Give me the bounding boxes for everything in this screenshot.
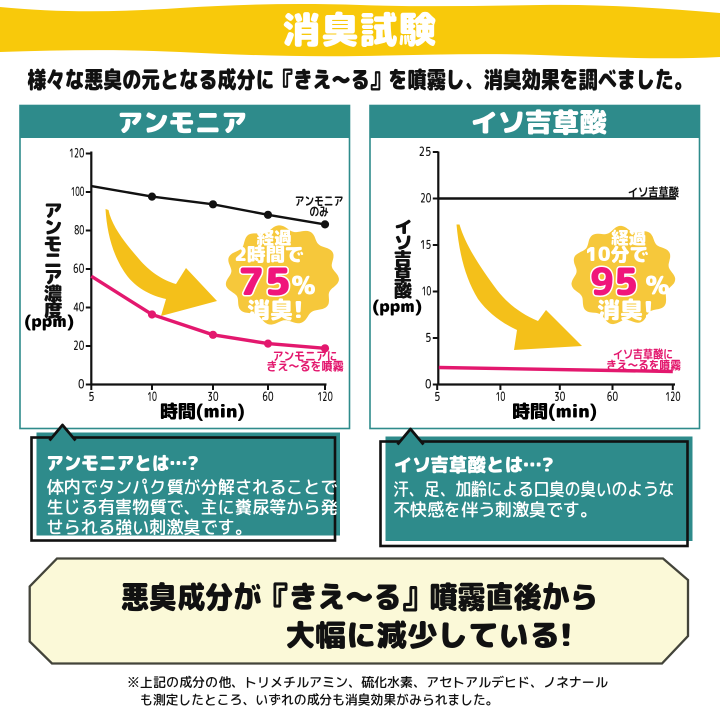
svg-text:25: 25 <box>419 143 431 161</box>
svg-text:120: 120 <box>69 146 85 163</box>
svg-text:消臭!: 消臭! <box>247 294 303 326</box>
svg-text:(ppm): (ppm) <box>24 310 74 333</box>
svg-text:消臭!: 消臭! <box>597 294 653 326</box>
svg-text:経過: 経過 <box>611 225 646 250</box>
svg-text:のみ: のみ <box>309 202 328 220</box>
svg-text:不快感を伴う刺激臭です。: 不快感を伴う刺激臭です。 <box>393 496 597 522</box>
svg-text:消臭試験: 消臭試験 <box>282 3 437 55</box>
svg-text:吉: 吉 <box>394 246 412 271</box>
svg-text:30: 30 <box>207 388 218 405</box>
svg-text:生じる有害物質で、主に糞尿等から発: 生じる有害物質で、主に糞尿等から発 <box>47 494 338 520</box>
svg-text:モ: モ <box>44 230 63 256</box>
svg-text:75: 75 <box>238 255 291 308</box>
svg-text:悪臭成分が『きえ〜る』噴霧直後から: 悪臭成分が『きえ〜る』噴霧直後から <box>121 575 598 618</box>
svg-text:ア: ア <box>44 197 63 223</box>
svg-text:汗、足、加齢による口臭の臭いのような: 汗、足、加齢による口臭の臭いのような <box>393 477 674 502</box>
svg-text:120: 120 <box>317 389 333 406</box>
svg-text:※上記の成分の他、トリメチルアミン、硫化水素、アセトアルデヒ: ※上記の成分の他、トリメチルアミン、硫化水素、アセトアルデヒド、ノネナール <box>127 674 608 692</box>
svg-text:60: 60 <box>607 388 618 405</box>
svg-text:10: 10 <box>147 389 157 406</box>
svg-text:時間(min): 時間(min) <box>160 399 246 424</box>
svg-text:アンモニア: アンモニア <box>295 192 344 210</box>
svg-text:20: 20 <box>420 190 431 207</box>
svg-text:60: 60 <box>73 260 84 277</box>
svg-text:(ppm): (ppm) <box>372 295 422 318</box>
svg-text:0: 0 <box>78 375 85 393</box>
svg-text:20: 20 <box>73 337 84 354</box>
svg-text:5: 5 <box>434 388 440 406</box>
svg-text:イ: イ <box>394 214 412 239</box>
svg-text:0: 0 <box>425 375 432 393</box>
svg-text:アンモニア: アンモニア <box>117 105 247 141</box>
svg-text:10: 10 <box>422 283 432 300</box>
svg-text:イソ吉草酸: イソ吉草酸 <box>470 103 607 141</box>
svg-text:も測定したところ、いずれの成分も消臭効果がみられました。: も測定したところ、いずれの成分も消臭効果がみられました。 <box>140 691 499 709</box>
svg-text:アンモニアに: アンモニアに <box>273 348 338 365</box>
svg-text:様々な悪臭の元となる成分に『きえ〜る』を噴霧し、消臭効果を調: 様々な悪臭の元となる成分に『きえ〜る』を噴霧し、消臭効果を調べました。 <box>27 63 693 96</box>
svg-text:10分で: 10分で <box>585 242 648 268</box>
svg-text:時間(min): 時間(min) <box>512 399 598 424</box>
svg-text:大幅に減少している!: 大幅に減少している! <box>285 613 573 656</box>
svg-text:イソ吉草酸: イソ吉草酸 <box>628 183 680 200</box>
svg-text:きえ〜るを噴霧: きえ〜るを噴霧 <box>266 357 344 375</box>
svg-text:2時間で: 2時間で <box>234 242 304 268</box>
svg-text:5: 5 <box>88 388 94 406</box>
svg-text:10: 10 <box>496 389 506 406</box>
svg-text:95: 95 <box>590 255 638 308</box>
svg-text:5: 5 <box>425 329 431 347</box>
svg-text:%: % <box>292 268 316 304</box>
svg-text:ソ: ソ <box>394 230 412 255</box>
svg-text:30: 30 <box>554 388 565 405</box>
svg-text:15: 15 <box>420 236 431 253</box>
svg-text:ア: ア <box>44 264 63 290</box>
svg-text:イソ吉草酸とは…?: イソ吉草酸とは…? <box>394 452 554 478</box>
svg-text:体内でタンパク質が分解されることで: 体内でタンパク質が分解されることで <box>47 474 338 500</box>
svg-text:せられる強い刺激臭です。: せられる強い刺激臭です。 <box>47 514 253 540</box>
svg-text:100: 100 <box>71 184 85 201</box>
svg-text:濃: 濃 <box>44 280 63 306</box>
svg-text:ン: ン <box>44 214 63 240</box>
svg-text:80: 80 <box>74 222 84 239</box>
svg-text:%: % <box>646 268 670 304</box>
svg-text:ニ: ニ <box>44 247 63 273</box>
svg-text:きえ〜るを噴霧: きえ〜るを噴霧 <box>606 357 681 374</box>
svg-text:60: 60 <box>262 388 273 405</box>
svg-text:経過: 経過 <box>257 225 292 250</box>
svg-text:40: 40 <box>73 299 84 316</box>
svg-text:アンモニアとは…?: アンモニアとは…? <box>46 449 199 476</box>
svg-text:酸: 酸 <box>394 278 412 303</box>
svg-text:度: 度 <box>44 297 63 323</box>
svg-text:120: 120 <box>665 389 681 406</box>
svg-text:草: 草 <box>394 262 412 287</box>
svg-text:イソ吉草酸に: イソ吉草酸に <box>613 346 673 363</box>
